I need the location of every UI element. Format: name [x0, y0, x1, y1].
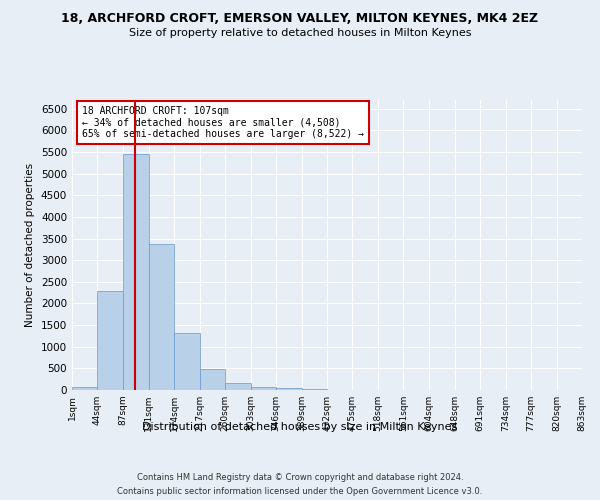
Bar — [225, 383, 251, 390]
Bar — [149, 244, 175, 390]
Y-axis label: Number of detached properties: Number of detached properties — [25, 163, 35, 327]
Text: 18, ARCHFORD CROFT, EMERSON VALLEY, MILTON KEYNES, MK4 2EZ: 18, ARCHFORD CROFT, EMERSON VALLEY, MILT… — [61, 12, 539, 26]
Bar — [72, 387, 97, 390]
Bar — [175, 334, 200, 390]
Bar — [276, 388, 302, 390]
Bar — [302, 388, 327, 390]
Text: 18 ARCHFORD CROFT: 107sqm
← 34% of detached houses are smaller (4,508)
65% of se: 18 ARCHFORD CROFT: 107sqm ← 34% of detac… — [82, 106, 364, 139]
Bar — [123, 154, 149, 390]
Text: Distribution of detached houses by size in Milton Keynes: Distribution of detached houses by size … — [142, 422, 458, 432]
Bar — [251, 386, 276, 390]
Text: Contains public sector information licensed under the Open Government Licence v3: Contains public sector information licen… — [118, 488, 482, 496]
Bar — [200, 369, 225, 390]
Bar — [97, 292, 123, 390]
Text: Contains HM Land Registry data © Crown copyright and database right 2024.: Contains HM Land Registry data © Crown c… — [137, 472, 463, 482]
Text: Size of property relative to detached houses in Milton Keynes: Size of property relative to detached ho… — [129, 28, 471, 38]
